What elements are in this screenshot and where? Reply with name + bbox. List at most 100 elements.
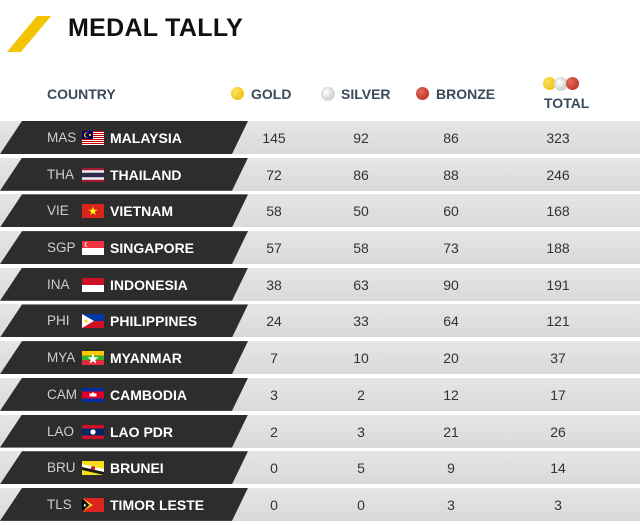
total-gold-icon (543, 77, 556, 90)
row-country-band (0, 414, 248, 448)
bronze-count: 20 (443, 350, 459, 367)
vietnam-flag-icon (82, 204, 104, 219)
malaysia-flag-icon (82, 131, 104, 145)
row-country-band (0, 194, 248, 228)
row-country-band (0, 377, 248, 411)
row-country-band (0, 157, 248, 191)
total-count: 188 (546, 240, 570, 257)
country-name: INDONESIA (110, 276, 188, 293)
accent-slash-icon (6, 16, 52, 52)
country-code: MAS (47, 130, 77, 145)
country-name: CAMBODIA (110, 386, 187, 403)
bronze-count: 60 (443, 203, 459, 220)
gold-medal-icon (231, 87, 244, 100)
country-name: MYANMAR (110, 350, 182, 367)
gold-count: 7 (270, 350, 278, 367)
country-code: PHI (47, 313, 70, 329)
gold-count: 24 (266, 313, 282, 330)
bronze-count: 12 (443, 386, 459, 403)
total-count: 121 (546, 313, 570, 330)
bronze-count: 73 (443, 240, 459, 257)
table-row-lao: LAO LAO PDR 2 3 21 26 (0, 414, 640, 448)
table-row-mya: MYA MYANMAR 7 10 20 37 (0, 341, 640, 375)
row-country-band (0, 341, 248, 375)
country-code: CAM (47, 386, 77, 402)
country-code: TLS (47, 496, 72, 512)
gold-count: 2 (270, 423, 278, 440)
bronze-count: 3 (447, 496, 455, 513)
silver-count: 2 (357, 386, 365, 403)
country-code: VIE (47, 203, 69, 219)
total-count: 323 (546, 130, 570, 146)
total-count: 37 (550, 350, 566, 367)
country-name: BRUNEI (110, 460, 164, 477)
table-row-vie: VIE VIETNAM 58 50 60 168 (0, 194, 640, 228)
silver-count: 92 (353, 130, 369, 146)
timor-leste-flag-icon (82, 497, 104, 512)
table-row-bru: BRU BRUNEI 0 5 9 14 (0, 451, 640, 485)
gold-count: 72 (266, 166, 282, 183)
country-code: THA (47, 166, 74, 182)
silver-count: 33 (353, 313, 369, 330)
bronze-count: 64 (443, 313, 459, 330)
philippines-flag-icon (82, 314, 104, 329)
country-name: LAO PDR (110, 423, 173, 440)
country-code: SGP (47, 240, 76, 256)
total-count: 168 (546, 203, 570, 220)
laos-flag-icon (82, 424, 104, 439)
silver-count: 63 (353, 276, 369, 293)
table-row-mas: MAS MALAYSIA 145 92 86 323 (0, 121, 640, 154)
singapore-flag-icon (82, 241, 104, 256)
table-row-sgp: SGP SINGAPORE 57 58 73 188 (0, 231, 640, 265)
total-count: 246 (546, 166, 570, 183)
bronze-count: 88 (443, 166, 459, 183)
medal-table: MAS MALAYSIA 145 92 86 323 THA THAILAND … (0, 121, 640, 525)
silver-count: 5 (357, 460, 365, 477)
indonesia-flag-icon (82, 277, 104, 292)
silver-count: 58 (353, 240, 369, 257)
country-name: MALAYSIA (110, 130, 182, 146)
gold-count: 0 (270, 460, 278, 477)
country-name: TIMOR LESTE (110, 496, 205, 513)
table-header: COUNTRY GOLD SILVER BRONZE TOTAL (0, 72, 640, 120)
bronze-count: 9 (447, 460, 455, 477)
country-code: MYA (47, 350, 76, 366)
country-code: BRU (47, 460, 76, 476)
row-country-band (0, 267, 248, 301)
country-code: LAO (47, 423, 75, 439)
row-country-band (0, 451, 248, 485)
silver-count: 0 (357, 496, 365, 513)
page-header: MEDAL TALLY (0, 0, 640, 64)
table-row-ina: INA INDONESIA 38 63 90 191 (0, 267, 640, 301)
country-name: SINGAPORE (110, 240, 195, 257)
row-country-band (0, 121, 248, 154)
table-row-phi: PHI PHILIPPINES 24 33 64 121 (0, 304, 640, 338)
gold-count: 3 (270, 386, 278, 403)
country-name: PHILIPPINES (110, 313, 198, 330)
brunei-flag-icon (82, 461, 104, 476)
bronze-count: 21 (443, 423, 459, 440)
myanmar-flag-icon (82, 351, 104, 366)
thailand-flag-icon (82, 167, 104, 182)
total-count: 14 (550, 460, 566, 477)
total-count: 26 (550, 423, 566, 440)
row-country-band (0, 231, 248, 265)
table-row-tha: THA THAILAND 72 86 88 246 (0, 157, 640, 191)
bronze-medal-icon (416, 87, 429, 100)
table-row-cam: CAM CAMBODIA 3 2 12 17 (0, 377, 640, 411)
page-title: MEDAL TALLY (68, 14, 244, 42)
table-row-tls: TLS TIMOR LESTE 0 0 3 3 (0, 487, 640, 521)
silver-count: 3 (357, 423, 365, 440)
gold-count: 0 (270, 496, 278, 513)
row-country-band (0, 487, 248, 521)
gold-count: 57 (266, 240, 282, 257)
header-bronze: BRONZE (436, 86, 496, 102)
header-country: COUNTRY (47, 86, 116, 102)
country-code: INA (47, 276, 70, 292)
header-gold: GOLD (251, 86, 292, 102)
silver-medal-icon (321, 87, 335, 101)
silver-count: 10 (353, 350, 369, 367)
cambodia-flag-icon (82, 387, 104, 402)
silver-count: 86 (353, 166, 369, 183)
total-bronze-icon (566, 77, 579, 90)
